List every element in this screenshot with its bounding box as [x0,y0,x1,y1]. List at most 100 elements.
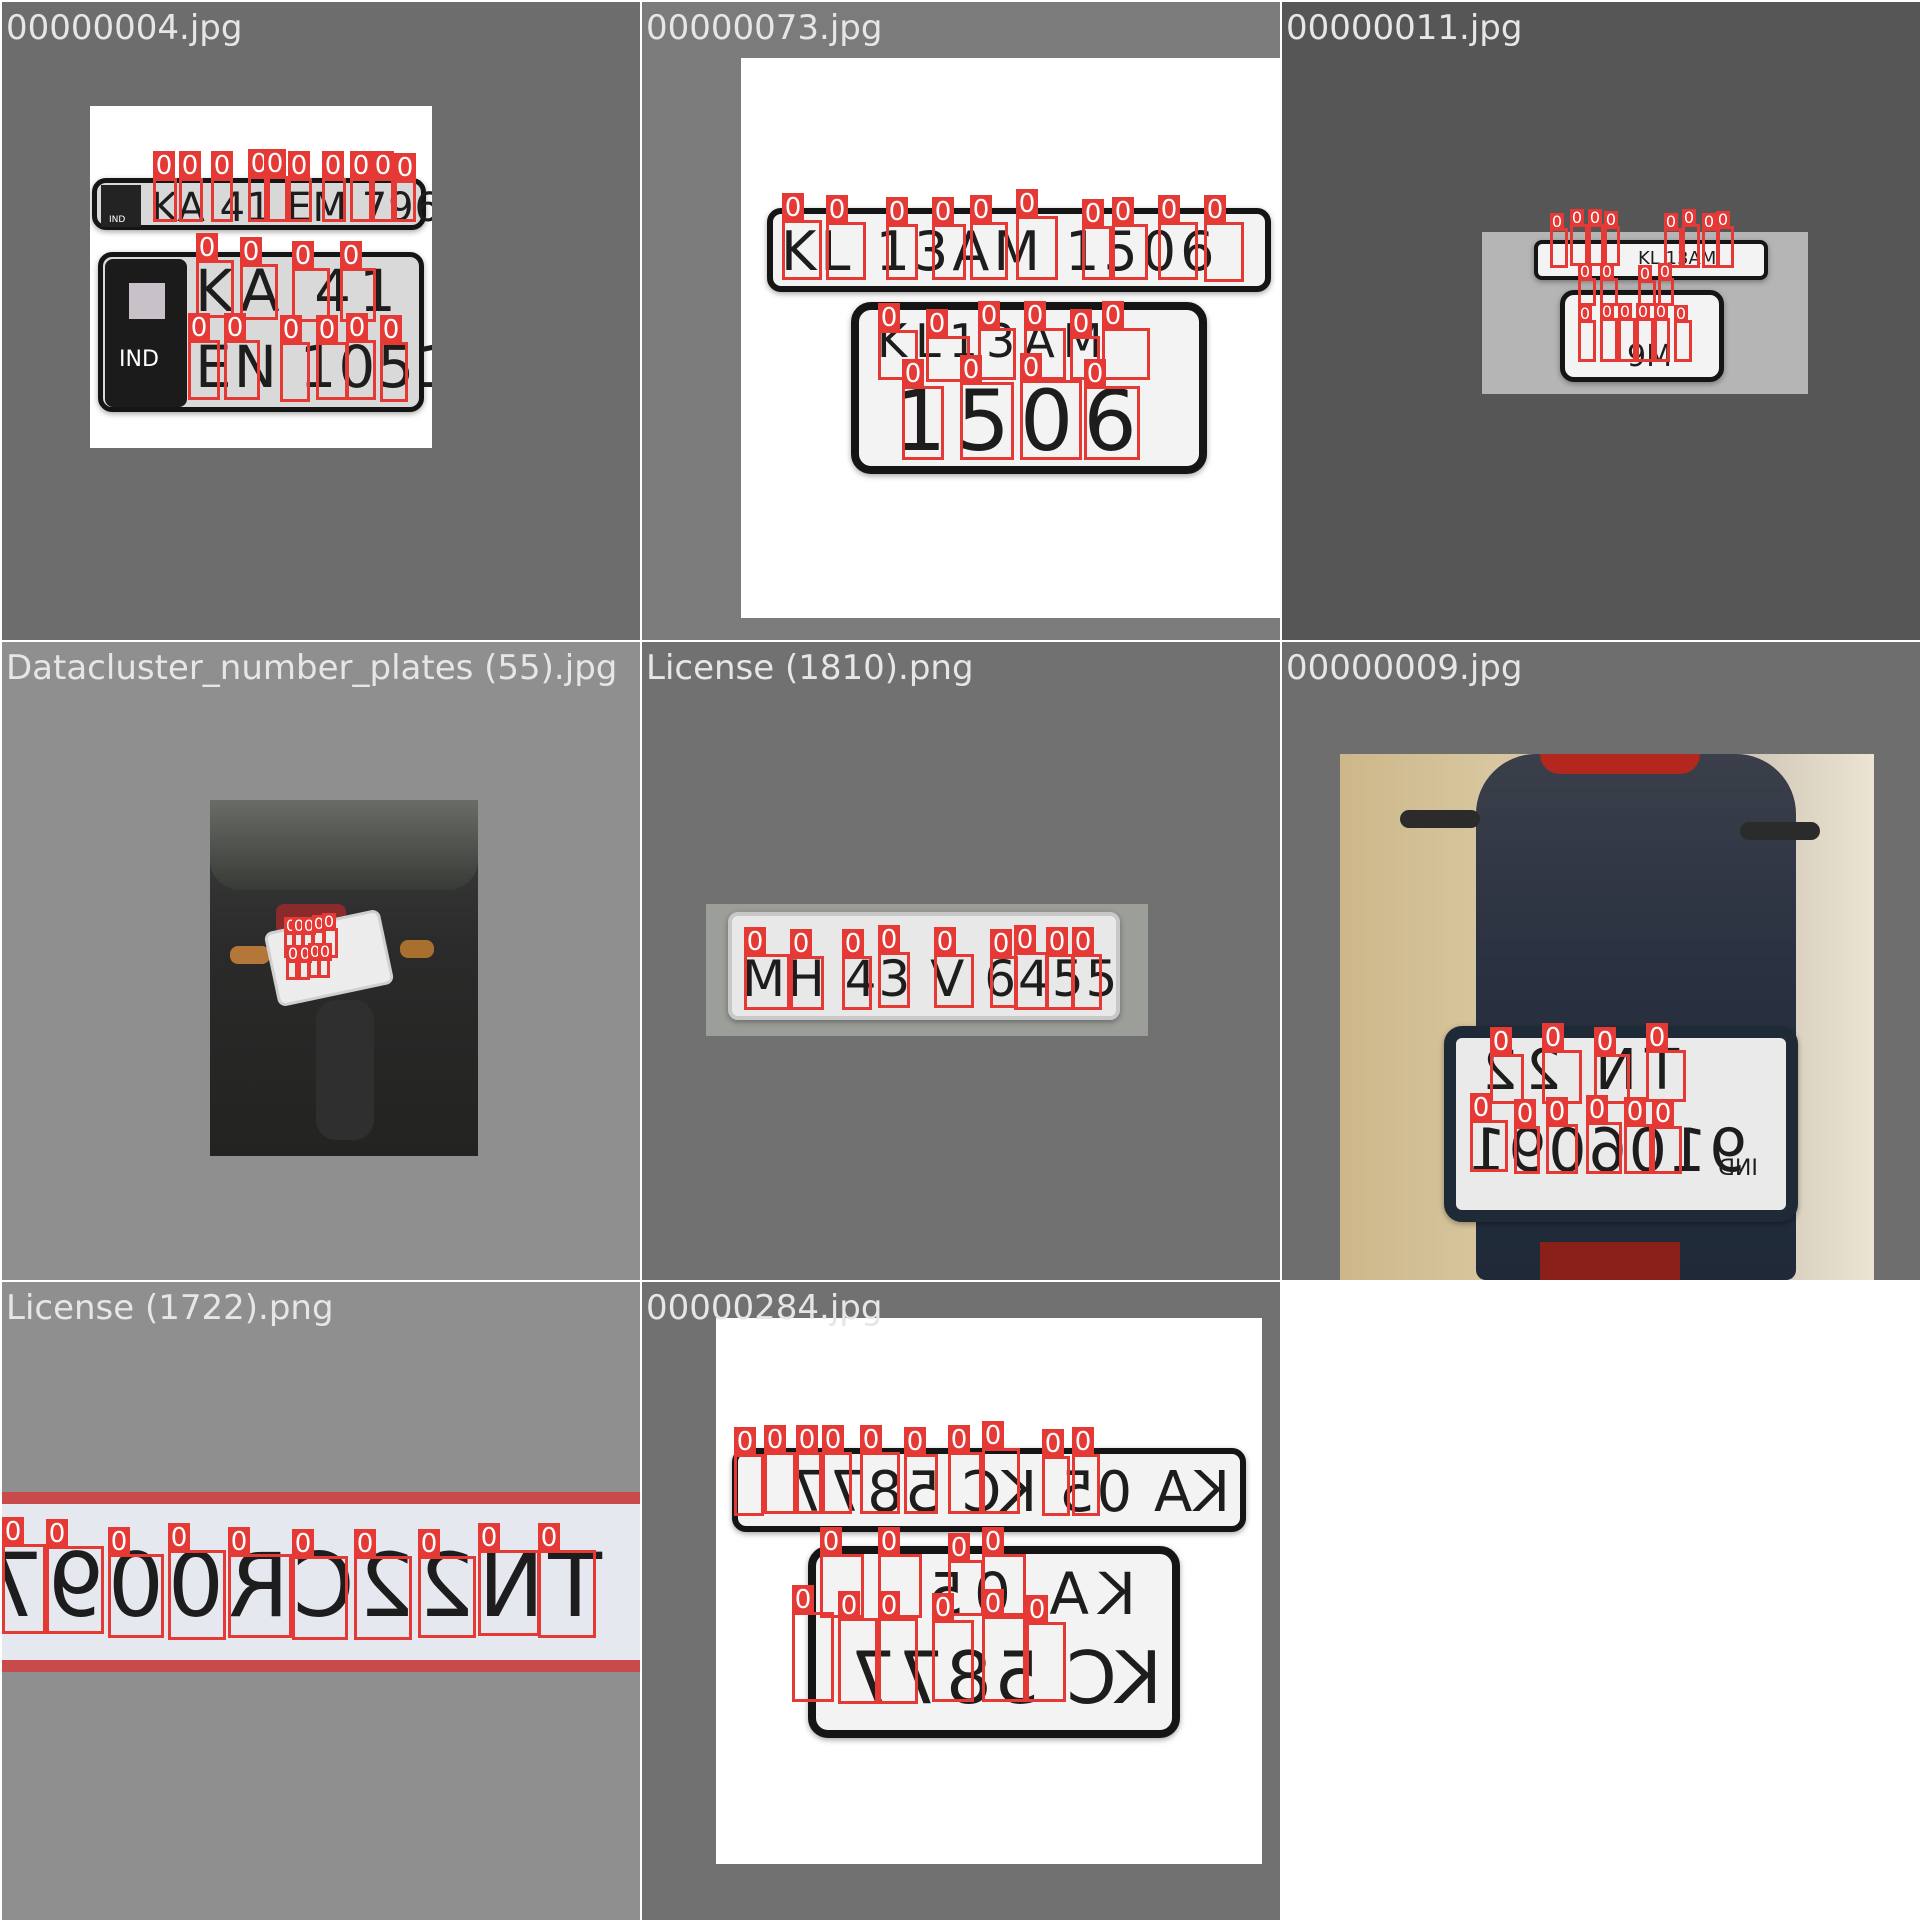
class-label: 0 [288,151,310,181]
class-label: 0 [926,309,948,339]
class-label: 0 [982,1527,1004,1557]
det-box: 0 [188,313,220,400]
class-label: 0 [380,315,402,345]
mosaic-tile-8: 00000284.jpg KA 05 KC 5877 KA 05 KC 5877… [642,1282,1280,1920]
det-box: 0 [1024,301,1066,380]
class-label: 0 [1070,309,1092,339]
class-label: 0 [902,359,924,389]
class-label: 0 [1158,195,1180,225]
plate-text: MH 43 V 6455 [742,950,1120,1008]
det-box: 0 [1682,209,1700,268]
tile-filename: 00000004.jpg [6,8,243,48]
det-box: 0 [982,1589,1026,1702]
det-box: 0 [292,241,330,322]
mudguard [316,1000,374,1140]
det-box: 0 [394,153,416,222]
class-label: 0 [878,1591,900,1621]
class-label: 0 [1016,189,1038,219]
det-box: 0 [168,1523,226,1640]
class-label: 0 [820,1527,842,1557]
class-label: 0 [990,929,1012,959]
plate-image: TN22CR0097 [2,1492,640,1672]
det-box: 0 [1636,303,1654,362]
class-label: 0 [292,1529,314,1559]
class-label: 0 [350,151,372,181]
class-label: 0 [1570,208,1584,227]
class-label: 0 [878,925,900,955]
det-box: 0 [1702,213,1720,268]
seat-shape [210,800,478,890]
class-label: 0 [1546,1097,1568,1127]
class-label: 0 [970,195,992,225]
det-box: 0 [822,1425,852,1514]
det-box: 0 [108,1527,164,1638]
det-box: 0 [978,301,1016,380]
det-box: 0 [372,151,394,222]
det-box: 0 [288,151,312,222]
det-box: 0 [878,1591,918,1704]
det-box: 0 [248,149,270,222]
class-label: 0 [538,1523,560,1553]
det-box: 0 [1624,1097,1652,1174]
det-box: 0 [318,943,332,978]
det-box: 0 [1652,1099,1682,1174]
det-box: 0 [280,315,310,402]
class-label: 0 [1470,1093,1492,1123]
det-box: 0 [1014,925,1048,1010]
class-label: 0 [842,929,864,959]
class-label: 0 [1550,212,1564,231]
det-box: 0 [1026,1595,1066,1702]
class-label: 0 [340,241,362,271]
det-box: 0 [842,929,872,1010]
class-label: 0 [394,153,416,183]
det-box: 0 [1042,1429,1070,1516]
det-box: 0 [211,151,233,222]
det-box: 0 [1046,927,1074,1010]
class-label: 0 [196,233,218,263]
class-label: 0 [838,1591,860,1621]
det-box: 0 [948,1425,982,1514]
class-label: 0 [2,1517,24,1547]
det-box: 0 [838,1591,878,1704]
det-box: 0 [1600,303,1618,362]
det-box: 0 [932,197,966,280]
class-label: 0 [1586,1095,1608,1125]
det-box: 0 [1594,1027,1630,1104]
det-box: 0 [790,929,824,1010]
tile-filename: 00000284.jpg [646,1288,883,1328]
det-box: 0 [478,1523,540,1636]
mosaic-tile-6: 00000009.jpg TN 22 9106091 IND 0 0 0 0 0… [1282,642,1920,1280]
plate-text: KA 41 EM 7969 [151,185,432,231]
class-label: 0 [934,927,956,957]
class-label: 0 [948,1425,970,1455]
class-label: 0 [1664,212,1678,231]
det-box: 0 [228,1527,292,1638]
det-box: 0 [1490,1027,1524,1104]
class-label: 0 [1646,1023,1668,1053]
class-label: 0 [1082,199,1104,229]
det-box: 0 [224,313,260,400]
class-label: 0 [960,355,982,385]
tile-filename: License (1722).png [6,1288,334,1328]
class-label: 0 [372,151,394,181]
det-box: 0 [292,1529,348,1640]
det-box: 0 [350,151,372,222]
class-label: 0 [764,1425,786,1455]
tile-filename: Datacluster_number_plates (55).jpg [6,648,618,688]
class-label: 0 [168,1523,190,1553]
scooter-photo [210,800,478,1156]
class-label: 0 [1112,197,1134,227]
ind-label: IND [1718,1156,1758,1181]
det-box: 0 [1514,1099,1540,1174]
det-box: 0 [860,1425,900,1514]
det-box: 0 [418,1529,476,1638]
det-box: 0 [286,945,300,980]
det-box: 0 [1112,197,1148,280]
class-label: 0 [346,313,368,343]
det-box: 0 [1646,1023,1686,1102]
det-box: 0 [960,355,1014,460]
det-box: 0 [46,1519,104,1634]
det-box: 0 [904,1427,938,1514]
det-box: 0 [153,151,177,222]
class-label: 0 [418,1529,440,1559]
